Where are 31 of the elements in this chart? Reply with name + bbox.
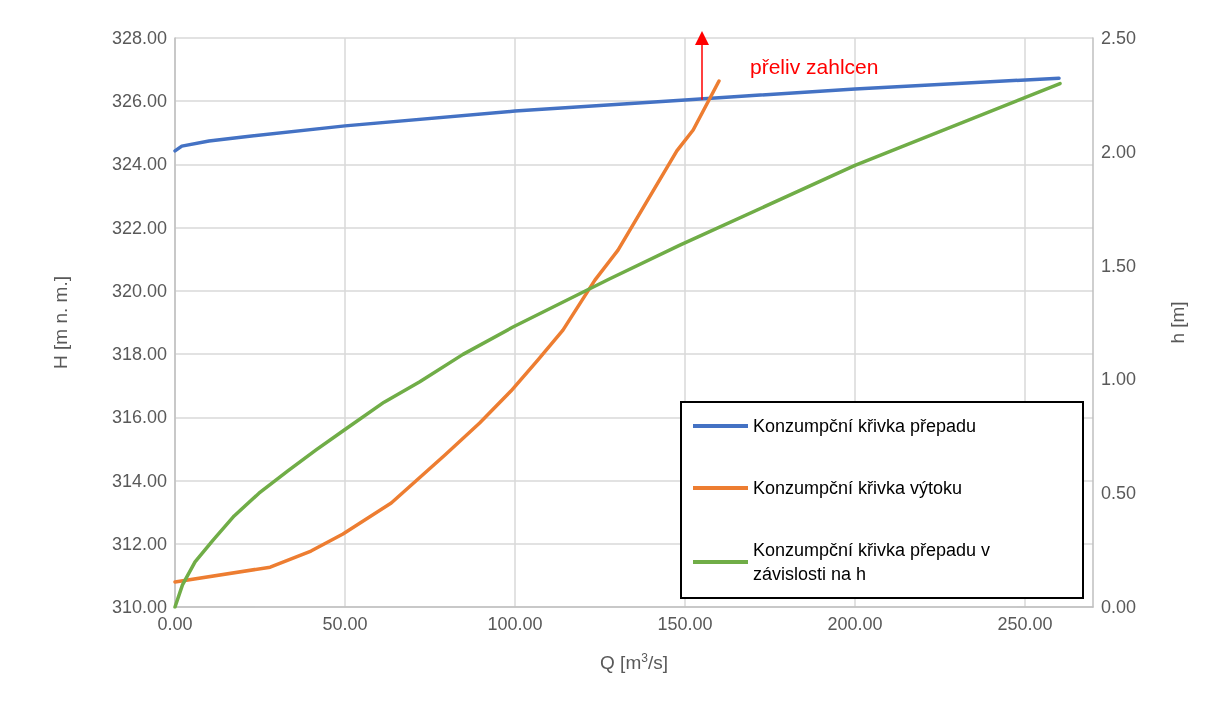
y2-tick-label: 2.50 bbox=[1101, 28, 1137, 48]
legend-label: Konzumpční křivka výtoku bbox=[753, 478, 963, 498]
y-tick-label: 328.00 bbox=[111, 28, 167, 48]
legend-label: Konzumpční křivka přepadu v závislosti na h bbox=[753, 540, 996, 584]
y2-axis-title: h [m] bbox=[1167, 301, 1188, 344]
annotation: přeliv zahlcen bbox=[750, 55, 879, 78]
y2-tick-label: 1.50 bbox=[1101, 255, 1137, 276]
y-tick-label: 314.00 bbox=[111, 470, 167, 491]
y2-tick-label: 2.00 bbox=[1101, 141, 1137, 162]
y-tick-label: 324.00 bbox=[111, 154, 167, 175]
y-tick-label: 322.00 bbox=[111, 217, 167, 238]
line-series bbox=[173, 81, 1062, 609]
x-tick-label: 200.00 bbox=[827, 614, 883, 634]
line-series bbox=[173, 79, 721, 584]
y-tick-label: 326.00 bbox=[111, 91, 167, 112]
y2-tick-label: 0.50 bbox=[1101, 483, 1137, 504]
x-tick-label: 50.00 bbox=[322, 614, 368, 634]
x-tick-label: 150.00 bbox=[657, 614, 713, 634]
y2-tick-label: 0.00 bbox=[1101, 597, 1137, 617]
x-tick-label: 0.00 bbox=[157, 614, 193, 634]
x-tick-label: 100.00 bbox=[487, 614, 543, 634]
x-tick-label: 250.00 bbox=[997, 614, 1053, 634]
y-tick-label: 312.00 bbox=[111, 533, 167, 554]
y-tick-label: 310.00 bbox=[111, 597, 167, 617]
line-series bbox=[173, 76, 1061, 153]
y-tick-label: 316.00 bbox=[111, 407, 167, 428]
legend-label: Konzumpční křivka přepadu bbox=[753, 416, 977, 436]
y-tick-label: 318.00 bbox=[111, 344, 167, 365]
y2-tick-label: 1.00 bbox=[1101, 369, 1137, 390]
y-axis-title: H [m n. m.] bbox=[50, 276, 71, 369]
y-tick-label: 320.00 bbox=[111, 280, 167, 301]
